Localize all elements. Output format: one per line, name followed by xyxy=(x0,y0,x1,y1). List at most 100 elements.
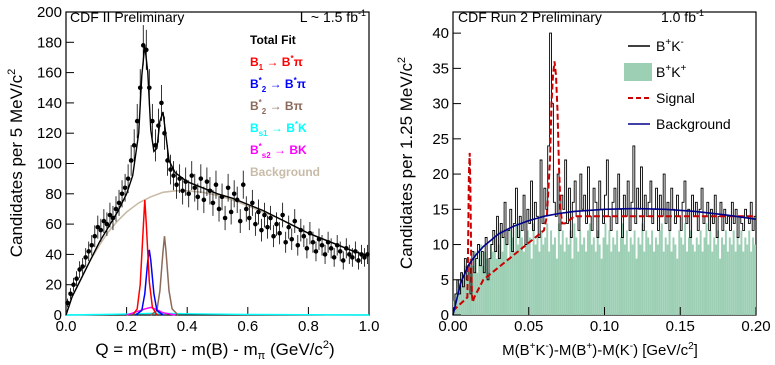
left-data-point-13 xyxy=(104,221,110,227)
left-xlabel-sub: π xyxy=(258,350,266,362)
right-hist-same-sign-bin-30 xyxy=(511,237,514,315)
right-hist-same-sign-bin-56 xyxy=(561,230,564,315)
right-hist-same-sign-bin-115 xyxy=(676,258,679,315)
right-hist-same-sign-bin-99 xyxy=(645,230,648,315)
left-data-point-60 xyxy=(247,215,252,221)
right-hist-same-sign-bin-123 xyxy=(691,244,694,315)
left-data-point-3 xyxy=(74,276,79,281)
right-hist-same-sign-bin-96 xyxy=(639,244,642,315)
right-hist-same-sign-bin-126 xyxy=(697,244,700,315)
right-legend-bk_same-part-3: + xyxy=(681,63,687,74)
right-header-right-main: 1.0 fb xyxy=(661,9,696,25)
right-hist-same-sign-bin-34 xyxy=(519,230,521,315)
left-xlabel-tail: (GeV/c xyxy=(265,340,323,359)
right-legend-bk_same: B+K+ xyxy=(656,63,687,80)
right-ytick-label-5: 5 xyxy=(441,272,449,289)
left-data-point-23 xyxy=(134,118,140,124)
chart-left-excited-b-mesons: CDF II Preliminary L ~ 1.5 fb-1 Candidat… xyxy=(6,4,379,362)
left-data-point-42 xyxy=(192,185,198,191)
left-y-axis-label: Candidates per 5 MeV/c2 xyxy=(6,69,26,258)
right-hist-same-sign-bin-141 xyxy=(726,251,729,315)
left-data-point-8 xyxy=(89,243,95,248)
left-legend-background-part-0: Background xyxy=(250,165,320,179)
left-legend-b2star_bpi-part-3: → Bπ xyxy=(266,99,303,113)
right-hist-same-sign-bin-92 xyxy=(631,244,634,315)
right-hist-same-sign-bin-40 xyxy=(530,258,533,315)
right-hist-same-sign-bin-62 xyxy=(573,223,576,315)
left-header-right-main: L ~ 1.5 fb xyxy=(300,9,358,25)
right-hist-same-sign-bin-78 xyxy=(604,223,607,315)
right-curve-signal xyxy=(452,61,756,312)
right-hist-same-sign-bin-36 xyxy=(522,251,525,315)
left-legend-b2star_bpi-part-2: 2 xyxy=(262,107,267,116)
right-hist-same-sign-bin-85 xyxy=(618,251,621,315)
left-data-point-61 xyxy=(250,200,255,206)
right-hist-same-sign-bin-109 xyxy=(664,237,667,315)
left-data-point-64 xyxy=(259,227,264,233)
right-ytick-label-35: 35 xyxy=(432,60,449,77)
left-data-point-35 xyxy=(171,173,176,178)
right-ytick-label-15: 15 xyxy=(432,201,449,218)
left-data-point-66 xyxy=(265,224,270,230)
right-hist-same-sign-bin-68 xyxy=(585,251,588,315)
left-data-point-57 xyxy=(237,218,243,224)
left-data-point-55 xyxy=(231,191,237,197)
left-data-point-21 xyxy=(128,158,134,163)
left-data-point-40 xyxy=(186,191,192,197)
left-legend-bs1-part-4: K xyxy=(298,121,307,135)
right-hist-same-sign-bin-134 xyxy=(713,237,716,315)
left-data-point-0 xyxy=(65,300,70,306)
left-legend-b2star_bstarpi-part-2: 2 xyxy=(262,85,267,94)
right-hist-same-sign-bin-45 xyxy=(540,230,543,315)
right-hist-same-sign-bin-154 xyxy=(752,237,755,315)
left-legend-b1-part-4: π xyxy=(294,55,303,69)
left-data-point-70 xyxy=(277,230,282,236)
left-curve-b2star-bstarpi xyxy=(135,249,164,316)
left-data-point-54 xyxy=(228,209,234,215)
right-xlabel-part-9: 2 xyxy=(688,341,694,352)
right-hist-same-sign-bin-31 xyxy=(513,251,516,315)
left-data-point-78 xyxy=(301,233,307,239)
left-data-point-6 xyxy=(83,255,88,260)
right-legend-bk_same-part-0: B xyxy=(656,64,665,80)
right-x-axis-label: M(B+K-)-M(B+)-M(K-) [GeV/c2] xyxy=(502,341,698,359)
right-hist-same-sign-bin-51 xyxy=(552,244,554,315)
left-data-point-79 xyxy=(304,246,310,251)
right-hist-same-sign-bin-113 xyxy=(672,237,675,315)
left-data-point-71 xyxy=(280,212,285,218)
right-hist-same-sign-bin-89 xyxy=(625,230,628,315)
right-hist-same-sign-bin-135 xyxy=(715,244,718,315)
right-hist-same-sign-bin-13 xyxy=(478,258,481,315)
right-hist-same-sign-bin-6 xyxy=(464,265,467,315)
right-hist-same-sign-bin-48 xyxy=(546,223,549,315)
right-hist-same-sign-bin-80 xyxy=(608,230,611,315)
left-legend-b2star_bstarpi-part-4: * xyxy=(294,76,298,85)
right-hist-same-sign-bin-150 xyxy=(744,237,747,315)
right-xtick-label-3: 0.15 xyxy=(666,318,695,335)
right-legend-bk_opp: B+K- xyxy=(656,37,684,54)
right-ytick-label-40: 40 xyxy=(432,25,449,42)
left-header-right-sup: -1 xyxy=(358,8,366,18)
left-data-point-34 xyxy=(168,167,173,172)
right-xtick-label-2: 0.10 xyxy=(590,318,619,335)
left-data-point-84 xyxy=(319,243,325,248)
right-hist-same-sign-bin-70 xyxy=(588,223,591,315)
right-hist-same-sign-bin-52 xyxy=(554,237,556,315)
left-data-point-43 xyxy=(195,194,201,200)
left-ytick-label-40: 40 xyxy=(45,246,62,263)
right-hist-same-sign-bin-88 xyxy=(623,244,626,315)
left-data-point-28 xyxy=(150,118,155,124)
left-xlabel-main: Q = m(Bπ) - m(B) - m xyxy=(95,340,257,359)
right-hist-same-sign-bin-50 xyxy=(550,230,553,315)
right-hist-same-sign-bin-24 xyxy=(499,230,502,315)
right-hist-same-sign-bin-79 xyxy=(606,244,609,315)
left-data-point-16 xyxy=(113,206,119,212)
left-ytick-label-120: 120 xyxy=(37,125,62,142)
left-data-point-76 xyxy=(295,243,301,248)
right-hist-same-sign-bin-93 xyxy=(633,230,636,315)
right-hist-same-sign-bin-142 xyxy=(728,237,731,315)
right-ytick-label-20: 20 xyxy=(432,166,449,183)
right-hist-same-sign-bin-128 xyxy=(701,251,704,315)
left-xtick-label-0: 0.0 xyxy=(56,318,77,335)
left-data-point-17 xyxy=(116,200,122,206)
